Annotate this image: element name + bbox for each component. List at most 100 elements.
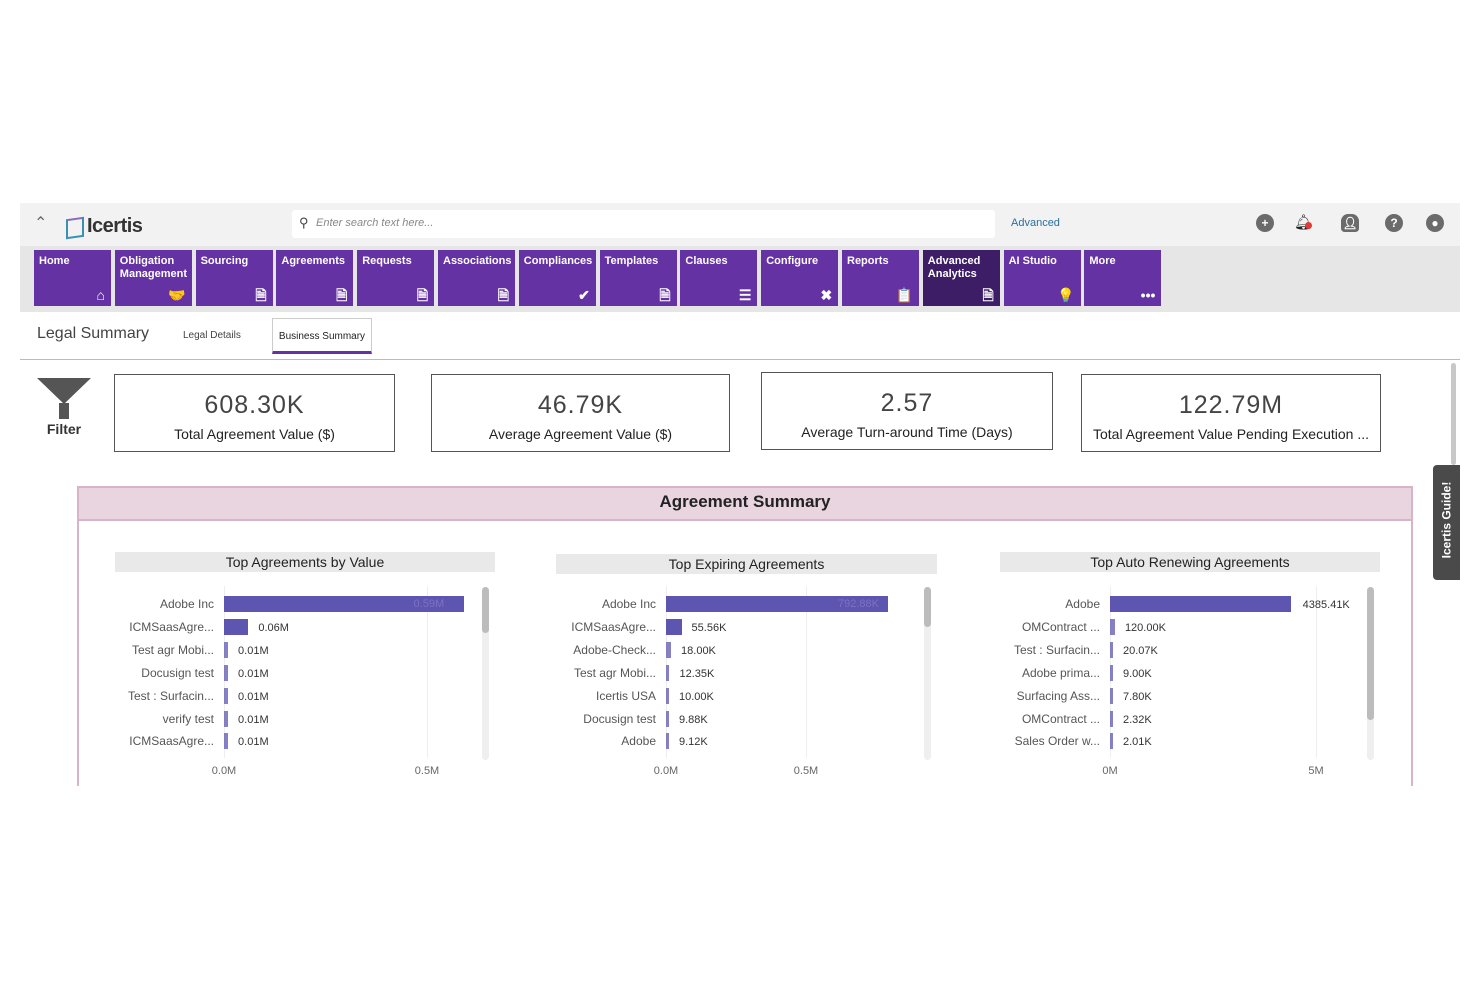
nav-tile-home[interactable]: Home ⌂ — [34, 250, 111, 306]
data-label: 9.88K — [679, 713, 708, 726]
category-label: Adobe — [621, 734, 656, 749]
bar[interactable] — [666, 596, 888, 612]
data-label: 9.00K — [1123, 667, 1152, 680]
category-label: Docusign test — [583, 711, 656, 726]
icertis-guide-tab[interactable]: Icertis Guide! — [1433, 465, 1460, 580]
home-icon: ⌂ — [96, 287, 105, 303]
collapse-chevron-icon[interactable]: ⌃ — [34, 215, 48, 232]
nav-tile-sourcing[interactable]: Sourcing 🗎 — [195, 250, 273, 306]
tab-business-summary[interactable]: Business Summary — [272, 318, 372, 354]
data-label: 4385.41K — [1302, 599, 1350, 611]
bar[interactable] — [1110, 596, 1291, 612]
nav-tile-templates[interactable]: Templates 🗎 — [599, 250, 677, 306]
bar[interactable] — [666, 710, 669, 727]
data-label: 20.07K — [1123, 644, 1158, 657]
data-label: 120.00K — [1124, 621, 1166, 634]
bar[interactable] — [224, 710, 229, 727]
bar[interactable] — [666, 641, 672, 658]
tab-legal-summary-title: Legal Summary — [37, 325, 150, 342]
bar[interactable] — [224, 687, 229, 704]
bar[interactable] — [1110, 618, 1115, 635]
x-tick-label: 0.5M — [414, 765, 440, 777]
category-label: Test agr Mobi... — [573, 665, 656, 680]
nav-tile-obligation-management[interactable]: Obligation Management 🤝 — [114, 250, 192, 306]
category-label: Surfacing Ass... — [1016, 688, 1100, 703]
category-label: OMContract ... — [1021, 711, 1100, 726]
nav-tile-clauses[interactable]: Clauses ☰ — [680, 250, 758, 306]
gridline — [1316, 586, 1317, 758]
x-tick-label: 0.0M — [211, 765, 237, 777]
chart-title: Top Agreements by Value — [115, 552, 495, 572]
user-settings-icon[interactable]: 👤︎ — [1341, 214, 1359, 232]
chart-scrollbar-track[interactable] — [924, 587, 931, 760]
help-icon[interactable]: ? — [1385, 214, 1403, 232]
bar[interactable] — [1110, 710, 1113, 727]
chart-scrollbar-thumb[interactable] — [924, 587, 931, 627]
x-tick-label: 0M — [1102, 765, 1118, 777]
bar[interactable] — [1110, 664, 1113, 681]
handshake-icon: 🤝 — [168, 287, 186, 303]
search-input[interactable]: ⚲ Enter search text here... — [292, 210, 995, 238]
bar[interactable] — [224, 596, 464, 612]
bar[interactable] — [666, 618, 682, 635]
chart-scrollbar-track[interactable] — [482, 587, 489, 760]
advanced-search-link[interactable]: Advanced — [1011, 217, 1060, 229]
x-tick-label: 0.0M — [653, 765, 679, 777]
nav-tile-associations[interactable]: Associations 🗎 — [438, 250, 515, 306]
nav-tile-more[interactable]: More ••• — [1084, 250, 1162, 306]
nav-tile-configure[interactable]: Configure ✖ — [761, 250, 839, 306]
bar[interactable] — [666, 733, 669, 750]
logo[interactable]: Icertis — [66, 212, 143, 240]
data-label: 9.12K — [679, 736, 708, 749]
plus-circle-icon[interactable]: + — [1256, 214, 1274, 232]
bell-icon[interactable]: 🔔︎ — [1294, 214, 1314, 231]
data-label: 0.01M — [238, 667, 269, 680]
document-plus-icon: 🗎 — [416, 287, 429, 303]
category-label: Sales Order w... — [1014, 734, 1100, 749]
category-label: ICMSaasAgre... — [571, 619, 656, 634]
data-label: 2.32K — [1123, 713, 1152, 726]
data-label: 10.00K — [679, 690, 714, 703]
category-label: Test : Surfacin... — [1013, 642, 1100, 657]
bar[interactable] — [1110, 641, 1113, 658]
document-rx-icon: 🗎 — [255, 287, 267, 303]
bar[interactable] — [1110, 687, 1113, 704]
tab-legal-details[interactable]: Legal Details — [183, 330, 241, 341]
nav-tile-ai-studio[interactable]: AI Studio 💡 — [1003, 250, 1081, 306]
bar[interactable] — [224, 618, 249, 635]
data-label: 7.80K — [1123, 690, 1152, 703]
more-icon: ••• — [1140, 287, 1156, 303]
bar[interactable] — [1110, 733, 1113, 750]
data-label: 0.01M — [238, 736, 269, 749]
kpi-total-agreement-value: 608.30K Total Agreement Value ($) — [114, 374, 395, 452]
user-icon[interactable]: ● — [1426, 214, 1444, 232]
filter-button[interactable]: Filter — [36, 378, 92, 437]
bar[interactable] — [224, 733, 229, 750]
divider — [20, 359, 1460, 360]
kpi-pending-execution-value: 122.79M Total Agreement Value Pending Exe… — [1081, 374, 1381, 452]
data-label: 18.00K — [681, 644, 716, 657]
category-label: Adobe-Check... — [573, 642, 656, 657]
bar[interactable] — [224, 641, 229, 658]
category-label: Adobe prima... — [1021, 665, 1100, 680]
nav-tile-advanced-analytics[interactable]: Advanced Analytics 🗎 — [922, 250, 1000, 306]
nav-tile-requests[interactable]: Requests 🗎 — [357, 250, 435, 306]
chart-scrollbar-thumb[interactable] — [482, 587, 489, 633]
agreement-summary-header: Agreement Summary — [79, 488, 1411, 521]
chart-scrollbar-thumb[interactable] — [1367, 587, 1374, 720]
x-tick-label: 5M — [1308, 765, 1324, 777]
agreement-summary-panel — [77, 486, 1413, 786]
nav-tile-compliances[interactable]: Compliances ✔ — [518, 250, 596, 306]
main-nav: Home ⌂ Obligation Management 🤝 Sourcing 🗎 Agre… — [20, 246, 1460, 312]
nav-tile-agreements[interactable]: Agreements 🗎 — [276, 250, 354, 306]
bar[interactable] — [666, 687, 669, 704]
page-scrollbar[interactable] — [1451, 363, 1456, 465]
bar[interactable] — [666, 664, 670, 681]
category-label: Adobe Inc — [601, 597, 656, 611]
document-icon: 🗎 — [497, 287, 509, 303]
tools-icon: ✖ — [820, 287, 833, 303]
bar[interactable] — [224, 664, 229, 681]
nav-tile-reports[interactable]: Reports 📋 — [842, 250, 919, 306]
gridline — [806, 586, 807, 758]
document-signature-icon: 🗎 — [336, 287, 348, 303]
